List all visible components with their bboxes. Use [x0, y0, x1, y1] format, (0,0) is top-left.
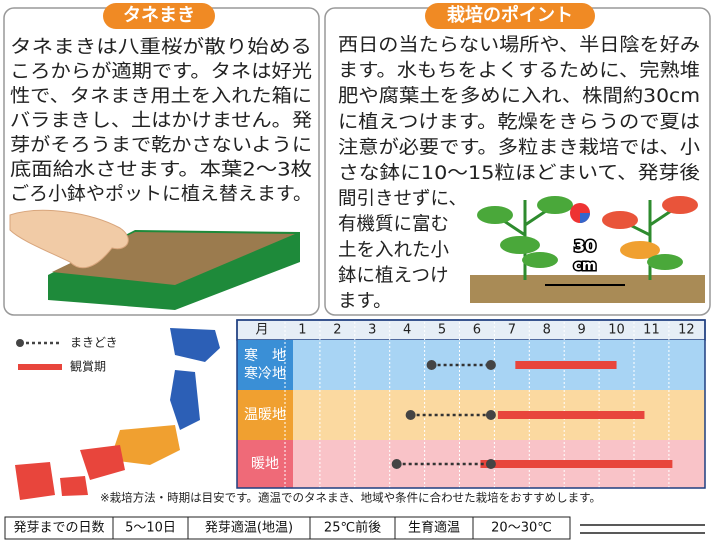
month-label: 9	[578, 323, 586, 338]
region-label: 温暖地	[244, 407, 286, 423]
month-label: 7	[508, 323, 516, 338]
spec-text: 生育適温	[408, 520, 460, 536]
spec-text: 5～10日	[125, 521, 176, 536]
spec-text: 20～30℃	[491, 521, 552, 536]
body-line: 底面給水させます。本葉2～3枚	[10, 160, 312, 181]
body-line: 性で、タネまき用土を入れた箱に	[10, 86, 312, 107]
body-line: 鉢に植えつけ	[338, 265, 448, 286]
body-line: 間引きせずに、	[338, 189, 467, 210]
body-line: ころからが適期です。タネは好光	[10, 62, 312, 83]
body-line: 注意が必要です。多粒まき栽培では、小	[338, 137, 701, 158]
month-label: 12	[678, 323, 695, 338]
body-line: ます。水もちをよくするために、完熟堆	[338, 61, 700, 82]
note: ※栽培方法・時期は目安です。適温でのタネまき、地域や条件に合わせた栽培をおすすめ…	[100, 491, 601, 505]
viewing-bar	[497, 411, 645, 419]
japan-map	[15, 328, 220, 500]
spacing-label: cm	[574, 258, 597, 274]
body-line: さな鉢に10～15粒ほどまいて、発芽後	[338, 163, 700, 184]
body-line: 肥や腐葉土を多めに入れ、株間約30cm	[338, 86, 700, 107]
month-label: 5	[438, 323, 446, 338]
row-band	[237, 340, 705, 390]
month-label: 11	[643, 323, 660, 338]
body-line: に植えつけます。乾燥をきらうので夏は	[338, 112, 700, 133]
calendar-header	[236, 319, 706, 341]
region-label: 暖地	[251, 456, 279, 472]
sowing-end	[485, 410, 496, 420]
row-label-cell	[237, 340, 293, 390]
viewing-bar	[515, 361, 617, 369]
body-line: 有機質に富む	[338, 214, 449, 235]
legend-label: まきどき	[70, 336, 118, 350]
month-label: 2	[333, 323, 341, 338]
sowing-start	[391, 459, 402, 469]
row-label-cell	[237, 390, 293, 440]
spec-cell	[472, 516, 571, 540]
body-line: ます。	[338, 291, 392, 312]
body-line: バラまきし、土はかけません。発	[10, 111, 312, 132]
plant-illustration	[470, 196, 705, 303]
sowing-end	[485, 459, 496, 469]
spec-text: 発芽までの日数	[13, 521, 104, 536]
viewing-bar	[480, 460, 673, 468]
month-label: 8	[543, 323, 551, 338]
panel-title: タネまき	[123, 5, 195, 26]
body-line: 土を入れた小	[338, 240, 450, 261]
month-label: 1	[298, 323, 306, 338]
month-header: 月	[255, 323, 268, 338]
legend-viewing-bar	[18, 364, 62, 370]
body-line: ごろ小鉢やポットに植え替えます。	[10, 184, 312, 205]
seed-tray-illustration	[9, 209, 300, 310]
region-label: 寒冷地	[244, 365, 286, 382]
panel-title: 栽培のポイント	[447, 4, 573, 26]
spacing-label: 30	[574, 237, 596, 256]
month-label: 10	[608, 323, 625, 338]
spec-text: 発芽適温(地温)	[205, 520, 293, 536]
calendar-frame	[236, 319, 706, 489]
body-line: 芽がそろうまで乾かさないように	[10, 135, 312, 156]
sowing-start	[426, 360, 437, 370]
title-badge	[103, 3, 215, 29]
body-line: タネまきは八重桜が散り始める	[10, 37, 312, 58]
month-label: 3	[368, 323, 376, 338]
month-label: 4	[403, 323, 411, 338]
row-label-cell	[237, 440, 293, 488]
legend-label: 観賞期	[70, 360, 106, 374]
body-line: 西日の当たらない場所や、半日陰を好み	[338, 35, 700, 56]
sowing-end	[485, 360, 496, 370]
title-badge	[425, 3, 595, 29]
sowing-start	[405, 410, 416, 420]
month-label: 6	[473, 323, 481, 338]
spec-text: 25℃前後	[324, 520, 381, 536]
region-label: 寒 地	[244, 347, 286, 364]
